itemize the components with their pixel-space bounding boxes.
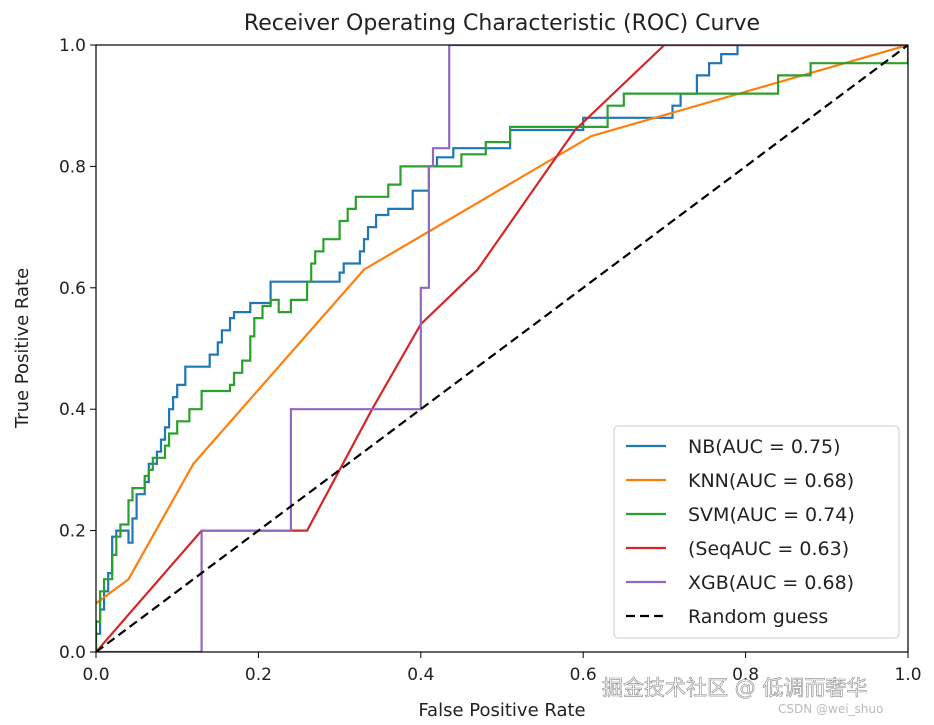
x-axis-label: False Positive Rate: [418, 700, 585, 721]
legend-label-2: SVM(AUC = 0.74): [688, 504, 855, 526]
series-line-4: [96, 45, 908, 652]
y-axis-label: True Positive Rate: [12, 268, 33, 429]
y-tick-label: 0.4: [59, 400, 86, 420]
legend-label-5: Random guess: [688, 606, 828, 628]
chart-title: Receiver Operating Characteristic (ROC) …: [244, 11, 760, 36]
x-tick-label: 0.8: [732, 665, 759, 685]
legend-label-0: NB(AUC = 0.75): [688, 436, 841, 458]
watermark-main: 掘金技术社区 @ 低调而奢华: [602, 676, 867, 700]
x-tick-label: 0.0: [82, 665, 109, 685]
y-tick-label: 0.6: [59, 279, 86, 299]
y-axis-ticks: 0.0 0.2 0.4 0.6 0.8 1.0: [59, 36, 96, 663]
legend-label-3: (SeqAUC = 0.63): [688, 538, 849, 560]
y-tick-label: 1.0: [59, 36, 86, 56]
x-axis-ticks: 0.0 0.2 0.4 0.6 0.8 1.0: [82, 652, 922, 685]
series-line-1: [96, 45, 908, 605]
y-tick-label: 0.8: [59, 157, 86, 177]
plot-frame: [95, 44, 909, 653]
legend-label-4: XGB(AUC = 0.68): [688, 572, 854, 594]
legend-box: [613, 425, 900, 639]
y-tick-label: 0.0: [59, 643, 86, 663]
legend-label-1: KNN(AUC = 0.68): [688, 470, 854, 492]
x-tick-label: 0.2: [245, 665, 272, 685]
x-tick-label: 1.0: [894, 665, 921, 685]
series-layer: [96, 45, 908, 652]
x-tick-label: 0.4: [407, 665, 434, 685]
x-tick-label: 0.6: [570, 665, 597, 685]
legend: NB(AUC = 0.75) KNN(AUC = 0.68) SVM(AUC = 0…: [613, 425, 900, 639]
series-line-5: [96, 45, 908, 652]
y-tick-label: 0.2: [59, 522, 86, 542]
series-line-2: [96, 45, 908, 652]
watermark-sub: CSDN @wei_shuo: [778, 702, 883, 716]
